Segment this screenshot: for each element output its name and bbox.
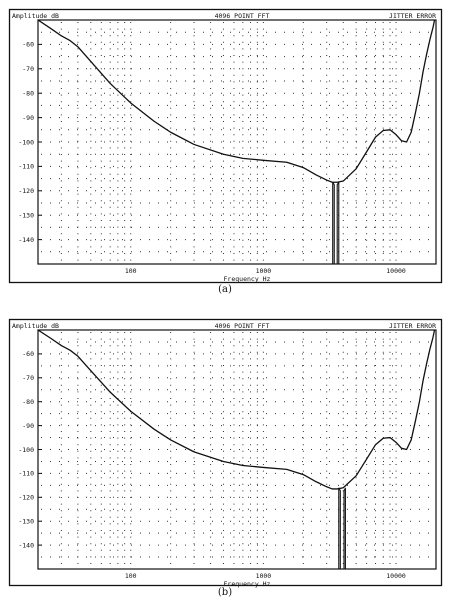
y-tick-label: -60 [22, 350, 34, 358]
y-axis-label: Amplitude dB [12, 322, 59, 330]
outer-frame [8, 8, 443, 284]
chart-panel-b: Amplitude dB 4096 POINT FFT JITTER ERROR -6… [0, 310, 450, 604]
x-tick-label: 1000 [256, 572, 272, 580]
plot-frame [37, 329, 437, 570]
x-tick-label: 1000 [256, 267, 272, 275]
jitter-spike-series [338, 487, 346, 569]
x-tick-label: 10000 [386, 267, 406, 275]
x-axis-label: Frequency Hz [224, 580, 271, 588]
y-tick-label: -140 [18, 236, 34, 244]
x-axis-label: Frequency Hz [224, 275, 271, 283]
chart-panel-a: Amplitude dB 4096 POINT FFT JITTER ERROR -6… [0, 0, 450, 300]
y-tick-label: -130 [18, 212, 34, 220]
caption-a: (a) [218, 284, 232, 295]
x-tick-label: 10000 [386, 572, 406, 580]
chart-b-svg: Amplitude dB 4096 POINT FFT JITTER ERROR -6… [8, 318, 443, 588]
y-tick-label: -60 [22, 41, 34, 49]
chart-subtitle: JITTER ERROR [389, 322, 436, 330]
jitter-error-curve [38, 20, 436, 183]
y-tick-label: -80 [22, 398, 34, 406]
y-tick-label: -100 [18, 446, 34, 454]
outer-frame [8, 318, 443, 587]
chart-title: 4096 POINT FFT [215, 12, 270, 20]
chart-subtitle: JITTER ERROR [389, 12, 436, 20]
chart-a-svg: Amplitude dB 4096 POINT FFT JITTER ERROR -6… [8, 8, 443, 284]
chart-title: 4096 POINT FFT [215, 322, 270, 330]
y-tick-label: -80 [22, 90, 34, 98]
x-tick-label: 100 [125, 572, 137, 580]
plot-frame [37, 19, 437, 265]
y-tick-label: -130 [18, 518, 34, 526]
y-tick-label: -70 [22, 374, 34, 382]
y-tick-label: -120 [18, 494, 34, 502]
y-tick-label: -90 [22, 422, 34, 430]
y-tick-label: -70 [22, 65, 34, 73]
y-tick-label: -140 [18, 541, 34, 549]
x-tick-label: 100 [125, 267, 137, 275]
y-tick-label: -100 [18, 138, 34, 146]
jitter-error-curve [38, 330, 436, 490]
y-tick-label: -90 [22, 114, 34, 122]
jitter-spike-series [332, 181, 340, 264]
y-tick-label: -110 [18, 470, 34, 478]
caption-b: (b) [217, 587, 233, 598]
y-axis-label: Amplitude dB [12, 12, 59, 20]
y-tick-label: -110 [18, 163, 34, 171]
y-tick-label: -120 [18, 187, 34, 195]
